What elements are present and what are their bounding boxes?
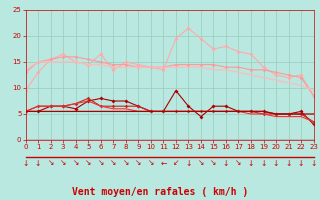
Text: Vent moyen/en rafales ( km/h ): Vent moyen/en rafales ( km/h ) bbox=[72, 187, 248, 197]
Text: ↘: ↘ bbox=[135, 158, 141, 168]
Text: ↘: ↘ bbox=[148, 158, 154, 168]
Text: ↘: ↘ bbox=[60, 158, 66, 168]
Text: ↓: ↓ bbox=[260, 158, 267, 168]
Text: ↘: ↘ bbox=[198, 158, 204, 168]
Text: ↓: ↓ bbox=[298, 158, 304, 168]
Text: ↙: ↙ bbox=[173, 158, 179, 168]
Text: ↓: ↓ bbox=[248, 158, 254, 168]
Text: ↘: ↘ bbox=[210, 158, 217, 168]
Text: ↓: ↓ bbox=[35, 158, 41, 168]
Text: ↘: ↘ bbox=[110, 158, 116, 168]
Text: ↓: ↓ bbox=[285, 158, 292, 168]
Text: ↓: ↓ bbox=[22, 158, 29, 168]
Text: ↓: ↓ bbox=[185, 158, 192, 168]
Text: ↘: ↘ bbox=[235, 158, 242, 168]
Text: ↘: ↘ bbox=[85, 158, 92, 168]
Text: ↘: ↘ bbox=[123, 158, 129, 168]
Text: ↓: ↓ bbox=[310, 158, 317, 168]
Text: ↓: ↓ bbox=[223, 158, 229, 168]
Text: ↘: ↘ bbox=[98, 158, 104, 168]
Text: ↘: ↘ bbox=[47, 158, 54, 168]
Text: ↘: ↘ bbox=[73, 158, 79, 168]
Text: ←: ← bbox=[160, 158, 166, 168]
Text: ↓: ↓ bbox=[273, 158, 279, 168]
